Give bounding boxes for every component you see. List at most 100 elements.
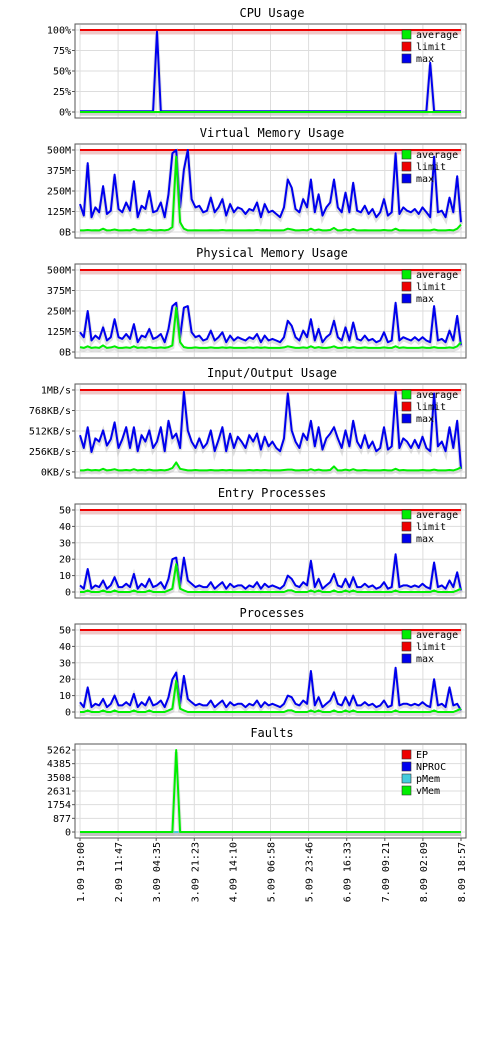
series-shadow-max bbox=[80, 33, 461, 116]
series-line-max bbox=[79, 149, 462, 223]
legend-swatch-limit bbox=[401, 641, 412, 652]
legend-swatch-max bbox=[401, 173, 412, 184]
legend-label-limit: limit bbox=[416, 642, 446, 653]
series-line-vMem bbox=[80, 749, 461, 833]
legend-swatch-max bbox=[401, 53, 412, 64]
y-tick-label: 0KB/s bbox=[41, 468, 71, 479]
legend-label-vMem: vMem bbox=[416, 786, 440, 797]
series-line-max bbox=[79, 666, 462, 711]
legend-swatch-max bbox=[401, 533, 412, 544]
legend-swatch-limit bbox=[401, 401, 412, 412]
legend-swatch-pMem bbox=[401, 773, 412, 784]
series-line-average bbox=[80, 563, 462, 593]
series-line-max bbox=[79, 553, 462, 591]
legend-swatch-max bbox=[401, 413, 412, 424]
x-tick-label: 5.09 23:46 bbox=[305, 842, 316, 902]
x-tick-label: 5.09 06:58 bbox=[267, 842, 278, 902]
y-tick-label: 500M bbox=[47, 146, 71, 157]
chart-4: Entry Processes 50 40 30 20 10 0 averagelimitma… bbox=[59, 486, 467, 599]
legend-label-average: average bbox=[416, 30, 458, 41]
y-tick-label: 0 bbox=[65, 828, 71, 839]
x-tick-label: 3.09 21:23 bbox=[190, 842, 201, 902]
legend-label-max: max bbox=[416, 54, 434, 65]
legend-swatch-limit bbox=[401, 41, 412, 52]
x-tick-label: 1.09 19:00 bbox=[76, 842, 87, 902]
y-tick-label: 375M bbox=[47, 286, 71, 297]
series-line-average bbox=[80, 155, 462, 232]
legend-label-max: max bbox=[416, 534, 434, 545]
y-tick-label: 0 bbox=[65, 588, 71, 599]
legend-swatch-average bbox=[401, 389, 412, 400]
y-tick-label: 5262 bbox=[47, 746, 71, 757]
y-tick-label: 10 bbox=[59, 691, 71, 702]
chart-6: Faults 5262 4385 3508 2631 1754 877 0 EPNPROCpMe… bbox=[47, 726, 467, 839]
legend-label-average: average bbox=[416, 510, 458, 521]
legend-label-average: average bbox=[416, 630, 458, 641]
y-tick-label: 40 bbox=[59, 522, 71, 533]
legend-swatch-max bbox=[401, 293, 412, 304]
series-line-max bbox=[79, 301, 462, 346]
chart-1: Virtual Memory Usage 500M 375M 250M 125M 0B av… bbox=[47, 126, 467, 239]
y-tick-label: 877 bbox=[53, 814, 71, 825]
x-tick-label: 8.09 18:57 bbox=[457, 842, 468, 902]
y-tick-label: 500M bbox=[47, 266, 71, 277]
legend-label-average: average bbox=[416, 270, 458, 281]
legend-label-limit: limit bbox=[416, 42, 446, 53]
legend-label-EP: EP bbox=[416, 750, 428, 761]
series-line-average bbox=[80, 679, 462, 713]
legend-swatch-average bbox=[401, 269, 412, 280]
legend-swatch-average bbox=[401, 29, 412, 40]
legend-swatch-average bbox=[401, 509, 412, 520]
x-tick-label: 8.09 02:09 bbox=[419, 842, 430, 902]
y-tick-label: 1MB/s bbox=[41, 386, 71, 397]
series-line-average bbox=[79, 306, 462, 349]
y-tick-label: 2631 bbox=[47, 787, 71, 798]
y-tick-label: 100% bbox=[47, 26, 71, 37]
series-line-max bbox=[79, 390, 462, 469]
y-tick-label: 3508 bbox=[47, 773, 71, 784]
legend-label-limit: limit bbox=[416, 402, 446, 413]
y-tick-label: 250M bbox=[47, 187, 71, 198]
x-tick-label: 2.09 11:47 bbox=[114, 842, 125, 902]
y-tick-label: 50 bbox=[59, 626, 71, 637]
legend-label-max: max bbox=[416, 654, 434, 665]
y-tick-label: 25% bbox=[53, 87, 71, 98]
legend-swatch-average bbox=[401, 149, 412, 160]
legend-swatch-limit bbox=[401, 521, 412, 532]
x-tick-label: 4.09 14:10 bbox=[228, 842, 239, 902]
chart-2: Physical Memory Usage 500M 375M 250M 125M 0B a… bbox=[47, 246, 467, 359]
y-tick-label: 250M bbox=[47, 307, 71, 318]
legend-label-average: average bbox=[416, 150, 458, 161]
series-shadow-average bbox=[80, 158, 463, 235]
chart-title: Faults bbox=[250, 726, 293, 740]
legend-label-limit: limit bbox=[416, 282, 446, 293]
y-tick-label: 0B bbox=[59, 228, 71, 239]
legend-label-limit: limit bbox=[416, 162, 446, 173]
legend-label-max: max bbox=[416, 174, 434, 185]
chart-title: Input/Output Usage bbox=[207, 366, 337, 380]
legend-swatch-max bbox=[401, 653, 412, 664]
legend-swatch-limit bbox=[401, 281, 412, 292]
legend-swatch-EP bbox=[401, 749, 412, 760]
chart-title: Physical Memory Usage bbox=[196, 246, 348, 260]
legend-label-max: max bbox=[416, 414, 434, 425]
legend-label-limit: limit bbox=[416, 522, 446, 533]
x-tick-label: 6.09 16:33 bbox=[343, 842, 354, 902]
y-tick-label: 40 bbox=[59, 642, 71, 653]
legend-swatch-NPROC bbox=[401, 761, 412, 772]
chart-title: Processes bbox=[239, 606, 304, 620]
legend-label-NPROC: NPROC bbox=[416, 762, 446, 773]
y-tick-label: 50 bbox=[59, 506, 71, 517]
y-tick-label: 256KB/s bbox=[29, 447, 71, 458]
legend-label-pMem: pMem bbox=[416, 774, 440, 785]
y-tick-label: 4385 bbox=[47, 759, 71, 770]
series-shadow-average bbox=[80, 460, 462, 475]
x-tick-label: 3.09 04:35 bbox=[152, 842, 163, 902]
chart-title: Virtual Memory Usage bbox=[200, 126, 345, 140]
series-line-average bbox=[80, 461, 462, 472]
x-tick-label: 7.09 09:21 bbox=[381, 842, 392, 902]
y-tick-label: 30 bbox=[59, 538, 71, 549]
chart-3: Input/Output Usage 1MB/s 768KB/s 512KB/s 256… bbox=[29, 366, 467, 479]
y-tick-label: 125M bbox=[47, 327, 71, 338]
